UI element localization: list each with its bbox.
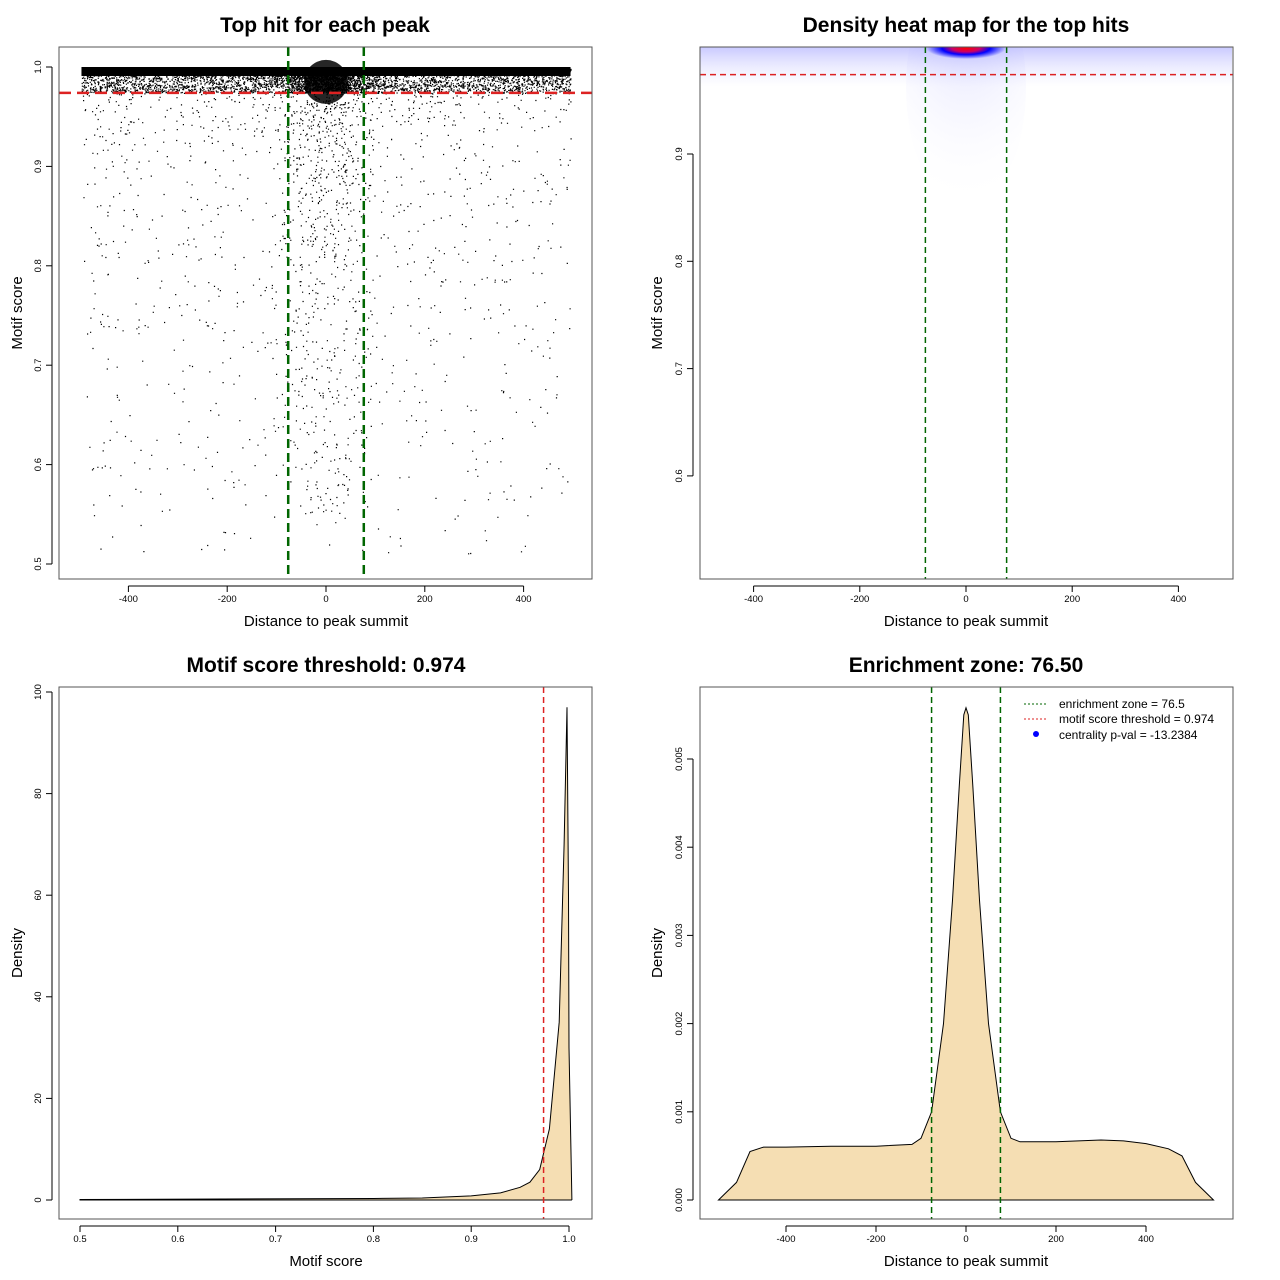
x-tick-label: 200 — [417, 594, 433, 605]
y-tick-label: 0.8 — [674, 255, 685, 268]
plot-frame — [58, 686, 593, 1220]
y-tick-label: 0.004 — [674, 835, 685, 859]
y-tick-label: 100 — [33, 684, 44, 700]
y-tick-label: 80 — [33, 788, 44, 799]
plot-frame — [699, 686, 1234, 1220]
panel-distance-density: Enrichment zone: 76.50 Distance to peak … — [649, 654, 1234, 1270]
x-tick-label: -200 — [866, 1234, 885, 1245]
heatmap-hotspot — [926, 47, 1006, 59]
legend-pval-dot — [1033, 731, 1039, 737]
x-tick-label: 0 — [963, 594, 968, 605]
y-tick-label: 0.5 — [33, 557, 44, 570]
chart-title: Density heat map for the top hits — [803, 14, 1130, 37]
x-tick-label: 0 — [323, 594, 328, 605]
x-axis-label: Distance to peak summit — [884, 1253, 1049, 1270]
panel-score-density: Motif score threshold: 0.974 Motif score… — [9, 654, 593, 1270]
y-tick-label: 0.005 — [674, 747, 685, 771]
y-tick-label: 0.000 — [674, 1188, 685, 1212]
x-tick-label: 200 — [1064, 594, 1080, 605]
y-tick-label: 0.6 — [33, 458, 44, 471]
legend: enrichment zone = 76.5 motif score thres… — [1024, 697, 1214, 742]
y-tick-label: 20 — [33, 1093, 44, 1104]
x-tick-label: -200 — [850, 594, 869, 605]
y-tick-label: 0.8 — [33, 259, 44, 272]
x-tick-label: 0 — [963, 1234, 968, 1245]
x-axis-label: Distance to peak summit — [884, 613, 1049, 630]
y-tick-label: 1.0 — [33, 60, 44, 73]
y-axis-label: Density — [9, 927, 26, 978]
x-tick-label: -400 — [744, 594, 763, 605]
y-axis-label: Motif score — [649, 276, 666, 349]
plot-frame — [58, 46, 593, 580]
panel-scatter: Top hit for each peak Distance to peak s… — [9, 14, 593, 630]
chart-title: Motif score threshold: 0.974 — [187, 654, 466, 677]
heatmap-area — [700, 47, 1232, 207]
legend-item: centrality p-val = -13.2384 — [1059, 728, 1198, 742]
legend-item: enrichment zone = 76.5 — [1059, 697, 1185, 711]
y-tick-label: 0.001 — [674, 1100, 685, 1124]
y-tick-label: 60 — [33, 890, 44, 901]
y-tick-label: 0.7 — [674, 362, 685, 375]
y-tick-label: 0.9 — [674, 147, 685, 160]
x-tick-label: 400 — [516, 594, 532, 605]
chart-title: Enrichment zone: 76.50 — [849, 654, 1084, 677]
x-tick-label: 0.7 — [269, 1234, 282, 1245]
x-tick-label: 400 — [1138, 1234, 1154, 1245]
x-tick-label: -200 — [218, 594, 237, 605]
y-axis-label: Motif score — [9, 276, 26, 349]
x-tick-label: -400 — [119, 594, 138, 605]
x-axis-label: Distance to peak summit — [244, 613, 409, 630]
x-tick-label: 0.5 — [73, 1234, 86, 1245]
x-tick-label: 1.0 — [562, 1234, 575, 1245]
y-tick-label: 0.9 — [33, 160, 44, 173]
y-axis-label: Density — [649, 927, 666, 978]
x-tick-label: 0.6 — [171, 1234, 184, 1245]
y-tick-label: 0.003 — [674, 924, 685, 948]
x-tick-label: -400 — [776, 1234, 795, 1245]
chart-title: Top hit for each peak — [220, 14, 430, 37]
scatter-point-cloud — [81, 67, 572, 555]
y-tick-label: 0.6 — [674, 469, 685, 482]
y-tick-label: 0.002 — [674, 1012, 685, 1036]
panel-heatmap: Density heat map for the top hits Distan… — [649, 14, 1234, 630]
x-tick-label: 0.8 — [367, 1234, 380, 1245]
x-tick-label: 200 — [1048, 1234, 1064, 1245]
x-tick-label: 400 — [1170, 594, 1186, 605]
legend-item: motif score threshold = 0.974 — [1059, 712, 1214, 726]
heatmap-plume — [906, 47, 1026, 207]
x-axis-label: Motif score — [289, 1253, 362, 1270]
y-tick-label: 0 — [33, 1197, 44, 1202]
y-tick-label: 0.7 — [33, 359, 44, 372]
x-tick-label: 0.9 — [465, 1234, 478, 1245]
dense-central-cluster — [304, 59, 348, 104]
plot-frame — [699, 46, 1234, 580]
density-curve — [79, 707, 573, 1201]
scatter-points — [81, 59, 572, 555]
y-tick-label: 40 — [33, 992, 44, 1003]
density-curve — [717, 706, 1215, 1201]
